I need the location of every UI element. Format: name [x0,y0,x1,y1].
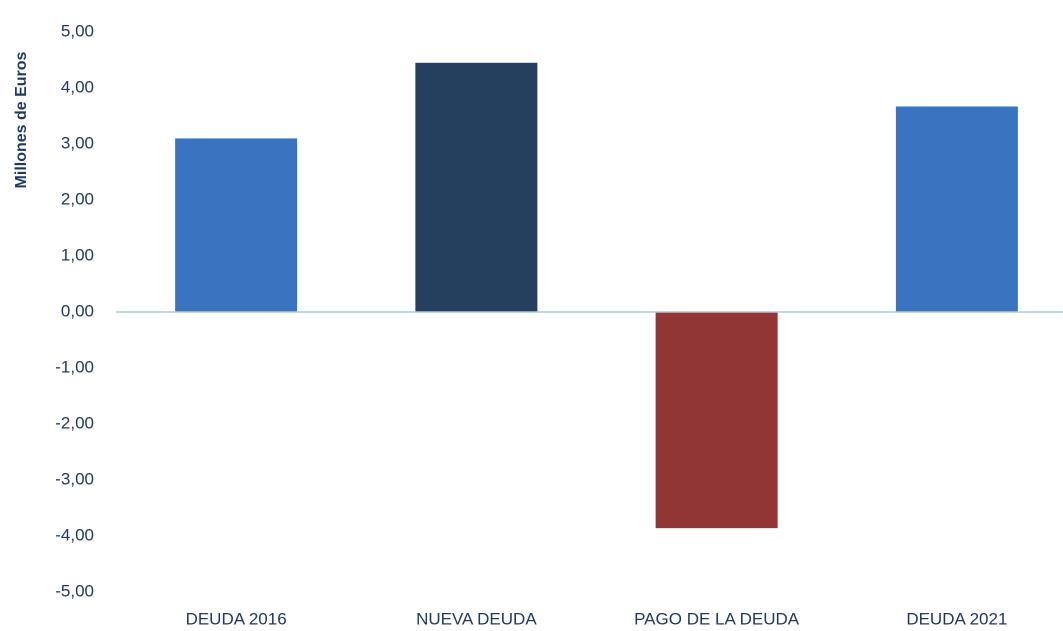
bar [175,138,298,312]
y-tick-label: 0,00 [61,301,94,320]
y-axis-label: Millones de Euros [13,51,30,188]
x-tick-label: DEUDA 2021 [906,609,1007,628]
y-tick-label: -3,00 [55,469,94,488]
bar [895,106,1018,312]
y-tick-label: 3,00 [61,133,94,152]
y-tick-label: 2,00 [61,189,94,208]
y-tick-label: -2,00 [55,413,94,432]
bar [655,312,778,529]
y-tick-label: 5,00 [61,21,94,40]
y-tick-label: -5,00 [55,581,94,600]
x-tick-label: PAGO DE LA DEUDA [634,609,800,628]
y-tick-label: 1,00 [61,245,94,264]
y-tick-label: 4,00 [61,77,94,96]
y-tick-label: -4,00 [55,525,94,544]
x-tick-label: DEUDA 2016 [186,609,287,628]
x-tick-label: NUEVA DEUDA [416,609,537,628]
bar [415,62,538,312]
y-tick-label: -1,00 [55,357,94,376]
